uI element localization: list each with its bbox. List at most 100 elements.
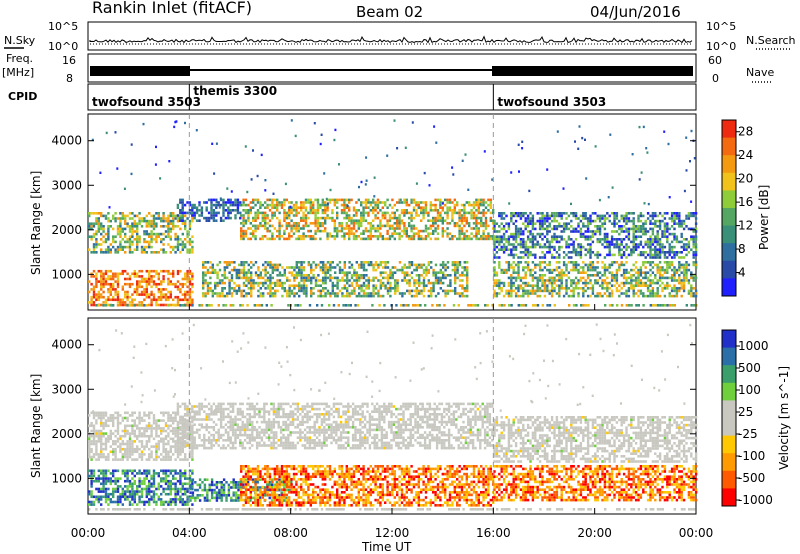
heatmap-cell bbox=[526, 230, 530, 233]
heatmap-cell bbox=[131, 453, 134, 456]
heatmap-cell bbox=[630, 304, 633, 307]
heatmap-cell bbox=[680, 284, 683, 287]
heatmap-cell bbox=[562, 212, 566, 215]
heatmap-cell bbox=[393, 227, 396, 230]
heatmap-cell bbox=[384, 211, 387, 215]
heatmap-cell bbox=[502, 281, 506, 285]
heatmap-cell bbox=[484, 224, 488, 228]
heatmap-cell bbox=[109, 282, 112, 286]
heatmap-cell bbox=[221, 294, 224, 298]
heatmap-cell bbox=[505, 292, 508, 295]
heatmap-cell bbox=[191, 245, 194, 249]
heatmap-cell bbox=[582, 232, 585, 236]
heatmap-cell bbox=[434, 203, 437, 207]
heatmap-cell bbox=[355, 214, 358, 217]
heatmap-cell bbox=[176, 405, 180, 408]
heatmap-cell bbox=[555, 225, 559, 228]
heatmap-cell bbox=[413, 284, 416, 287]
heatmap-cell bbox=[484, 206, 488, 209]
heatmap-cell bbox=[463, 237, 466, 241]
heatmap-cell bbox=[505, 230, 508, 233]
heatmap-cell bbox=[449, 289, 452, 293]
heatmap-cell bbox=[572, 245, 575, 249]
heatmap-cell bbox=[454, 292, 457, 295]
heatmap-cell bbox=[333, 219, 336, 222]
heatmap-cell bbox=[649, 292, 652, 295]
heatmap-cell bbox=[415, 274, 418, 277]
heatmap-cell bbox=[670, 232, 674, 236]
heatmap-cell bbox=[126, 453, 129, 456]
heatmap-cell bbox=[584, 253, 587, 257]
heatmap-cell bbox=[114, 458, 117, 461]
heatmap-cell bbox=[591, 232, 595, 236]
heatmap-cell bbox=[102, 424, 105, 428]
heatmap-cell bbox=[167, 219, 170, 223]
heatmap-cell bbox=[191, 209, 194, 212]
heatmap-cell bbox=[693, 157, 696, 160]
heatmap-cell bbox=[188, 303, 192, 307]
heatmap-cell bbox=[538, 225, 542, 228]
heatmap-cell bbox=[209, 276, 212, 280]
heatmap-cell bbox=[369, 237, 372, 241]
heatmap-cell bbox=[343, 266, 346, 269]
heatmap-cell bbox=[179, 432, 182, 435]
heatmap-cell bbox=[102, 282, 105, 286]
heatmap-cell bbox=[244, 232, 248, 235]
heatmap-cell bbox=[300, 237, 303, 241]
heatmap-cell bbox=[104, 419, 108, 422]
heatmap-cell bbox=[685, 225, 688, 228]
heatmap-cell bbox=[591, 274, 595, 277]
heatmap-cell bbox=[675, 279, 679, 282]
heatmap-cell bbox=[152, 414, 156, 417]
heatmap-cell bbox=[348, 284, 351, 287]
heatmap-cell bbox=[439, 206, 442, 209]
heatmap-cell bbox=[613, 238, 616, 241]
heatmap-cell bbox=[519, 212, 523, 215]
heatmap-cell bbox=[429, 203, 432, 207]
heatmap-cell bbox=[209, 266, 212, 269]
heatmap-cell bbox=[690, 248, 693, 251]
heatmap-cell bbox=[295, 203, 298, 207]
heatmap-cell bbox=[102, 277, 105, 281]
heatmap-cell bbox=[155, 225, 158, 228]
heatmap-cell bbox=[394, 284, 397, 287]
heatmap-cell bbox=[95, 421, 98, 425]
heatmap-cell bbox=[247, 214, 250, 217]
heatmap-cell bbox=[529, 271, 532, 274]
heatmap-cell bbox=[417, 206, 420, 209]
heatmap-cell bbox=[116, 304, 120, 307]
heatmap-cell bbox=[403, 214, 406, 217]
heatmap-cell bbox=[546, 304, 549, 307]
heatmap-cell bbox=[92, 212, 96, 215]
heatmap-cell bbox=[228, 287, 231, 290]
heatmap-cell bbox=[586, 263, 590, 267]
heatmap-cell bbox=[510, 251, 513, 254]
heatmap-cell bbox=[114, 411, 117, 415]
heatmap-cell bbox=[460, 229, 464, 233]
heatmap-cell bbox=[678, 225, 681, 228]
heatmap-cell bbox=[517, 214, 520, 218]
heatmap-cell bbox=[661, 287, 664, 290]
heatmap-cell bbox=[181, 243, 184, 246]
heatmap-cell bbox=[678, 251, 681, 254]
heatmap-cell bbox=[498, 225, 501, 228]
heatmap-cell bbox=[572, 248, 575, 251]
heatmap-cell bbox=[510, 235, 513, 238]
heatmap-cell bbox=[442, 266, 445, 269]
heatmap-cell bbox=[176, 206, 180, 209]
heatmap-cell bbox=[439, 211, 442, 215]
heatmap-cell bbox=[687, 251, 691, 254]
heatmap-cell bbox=[465, 211, 468, 215]
heatmap-cell bbox=[570, 243, 573, 246]
heatmap-cell bbox=[582, 222, 585, 225]
heatmap-cell bbox=[100, 227, 103, 231]
heatmap-cell bbox=[131, 450, 134, 454]
heatmap-cell bbox=[466, 281, 469, 285]
heatmap-cell bbox=[453, 209, 456, 212]
heatmap-cell bbox=[555, 256, 559, 259]
heatmap-cell bbox=[152, 232, 156, 236]
heatmap-cell bbox=[394, 287, 397, 290]
heatmap-cell bbox=[212, 214, 216, 217]
heatmap-cell bbox=[121, 288, 124, 291]
heatmap-cell bbox=[250, 276, 253, 280]
